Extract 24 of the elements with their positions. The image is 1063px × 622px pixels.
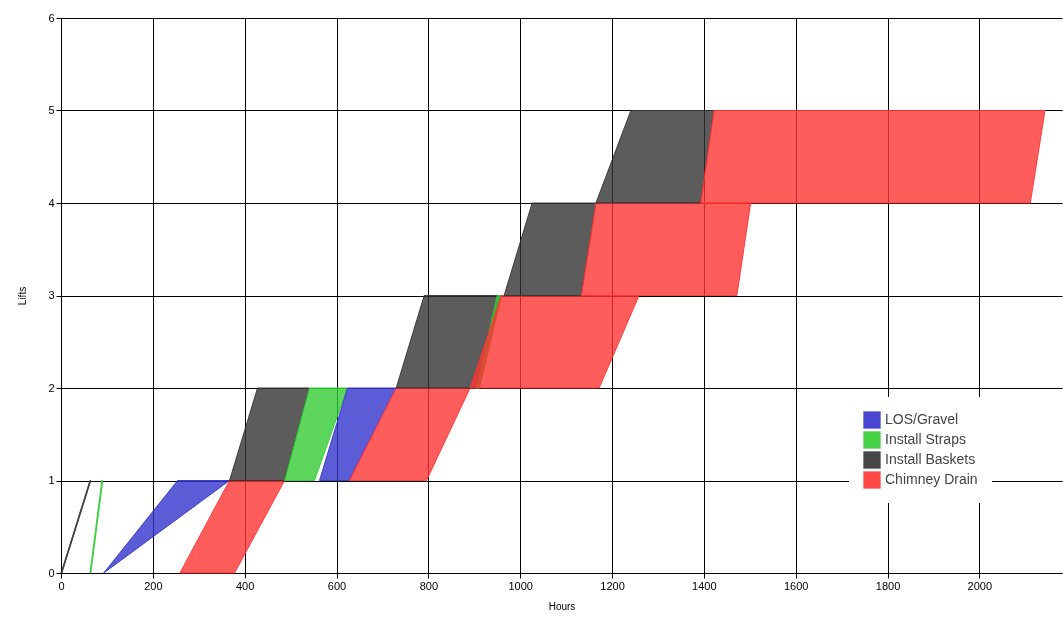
y-tick-label: 1 [48,474,55,486]
x-tick-label: 1400 [692,579,717,592]
y-axis-title: Lifts [17,286,29,306]
x-tick-label: 800 [419,579,439,592]
legend-label: LOS/Gravel [885,411,959,427]
x-tick-label: 400 [235,579,255,592]
x-tick-label: 1600 [783,579,809,592]
y-tick-label: 2 [48,381,55,394]
x-tick-label: 1200 [600,579,625,592]
x-tick-label: 1800 [875,579,901,592]
y-tick-label: 3 [48,289,55,301]
y-tick-label: 0 [48,566,55,579]
x-tick-label: 1000 [508,579,533,592]
x-tick-label: 600 [327,579,347,592]
legend-label: Install Baskets [885,451,976,467]
x-tick-label: 0 [58,579,65,592]
legend-label: Install Straps [885,431,966,447]
legend-label: Chimney Drain [885,471,978,487]
y-tick-label: 4 [48,196,55,209]
x-tick-label: 200 [144,579,163,592]
y-tick-label: 6 [48,11,55,24]
y-tick-label: 5 [48,104,55,116]
x-tick-label: 2000 [967,579,993,592]
x-axis-title: Hours [548,600,576,612]
